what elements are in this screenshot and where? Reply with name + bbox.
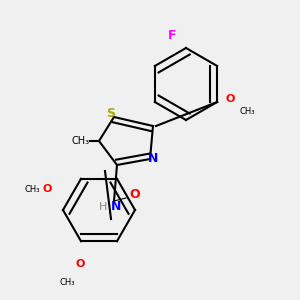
Text: F: F <box>168 29 176 42</box>
Text: O: O <box>42 184 51 194</box>
Text: N: N <box>111 200 122 213</box>
Text: CH₃: CH₃ <box>60 278 76 287</box>
Text: S: S <box>106 107 116 121</box>
Text: O: O <box>75 259 84 269</box>
Text: CH₃: CH₃ <box>72 136 90 146</box>
Text: CH₃: CH₃ <box>240 107 256 116</box>
Text: O: O <box>129 188 140 201</box>
Text: N: N <box>148 152 158 166</box>
Text: O: O <box>225 94 234 104</box>
Text: H: H <box>99 202 107 212</box>
Text: CH₃: CH₃ <box>24 185 40 194</box>
